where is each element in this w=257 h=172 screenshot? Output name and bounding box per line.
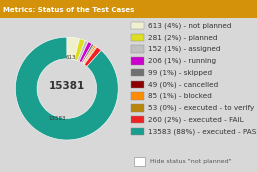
Wedge shape <box>67 37 80 60</box>
Text: 13583 (88%) - executed - PASS: 13583 (88%) - executed - PASS <box>148 128 257 135</box>
Text: 15381: 15381 <box>49 81 85 91</box>
Text: 281 (2%) - planned: 281 (2%) - planned <box>148 34 217 41</box>
Wedge shape <box>79 42 92 63</box>
Text: 260 (2%) - executed - FAIL: 260 (2%) - executed - FAIL <box>148 116 243 123</box>
Bar <box>131 104 144 112</box>
Bar <box>131 127 144 135</box>
Bar <box>131 57 144 65</box>
Wedge shape <box>84 47 101 66</box>
Text: 49 (0%) - cancelled: 49 (0%) - cancelled <box>148 81 218 88</box>
Wedge shape <box>84 46 97 64</box>
Wedge shape <box>82 45 95 63</box>
Bar <box>131 116 144 123</box>
Text: 613 (4%) - not planned: 613 (4%) - not planned <box>148 22 231 29</box>
Text: 53 (0%) - executed - to verify: 53 (0%) - executed - to verify <box>148 105 254 111</box>
Text: 85 (1%) - blocked: 85 (1%) - blocked <box>148 93 212 99</box>
Bar <box>134 157 145 166</box>
Text: 613: 613 <box>66 55 76 60</box>
Wedge shape <box>81 44 94 63</box>
Bar <box>131 22 144 29</box>
Bar <box>131 69 144 76</box>
Bar <box>131 80 144 88</box>
Text: 99 (1%) - skipped: 99 (1%) - skipped <box>148 69 212 76</box>
Text: Metrics: Status of the Test Cases: Metrics: Status of the Test Cases <box>3 7 134 13</box>
Bar <box>131 34 144 41</box>
Text: 13583: 13583 <box>49 116 66 121</box>
Text: Hide status "not planned": Hide status "not planned" <box>150 159 232 164</box>
Text: 152 (1%) - assigned: 152 (1%) - assigned <box>148 46 220 52</box>
Wedge shape <box>74 39 85 61</box>
Wedge shape <box>83 45 96 64</box>
Bar <box>131 45 144 53</box>
Bar <box>131 92 144 100</box>
Wedge shape <box>15 37 118 140</box>
Text: 206 (1%) - running: 206 (1%) - running <box>148 58 216 64</box>
Wedge shape <box>77 41 88 61</box>
